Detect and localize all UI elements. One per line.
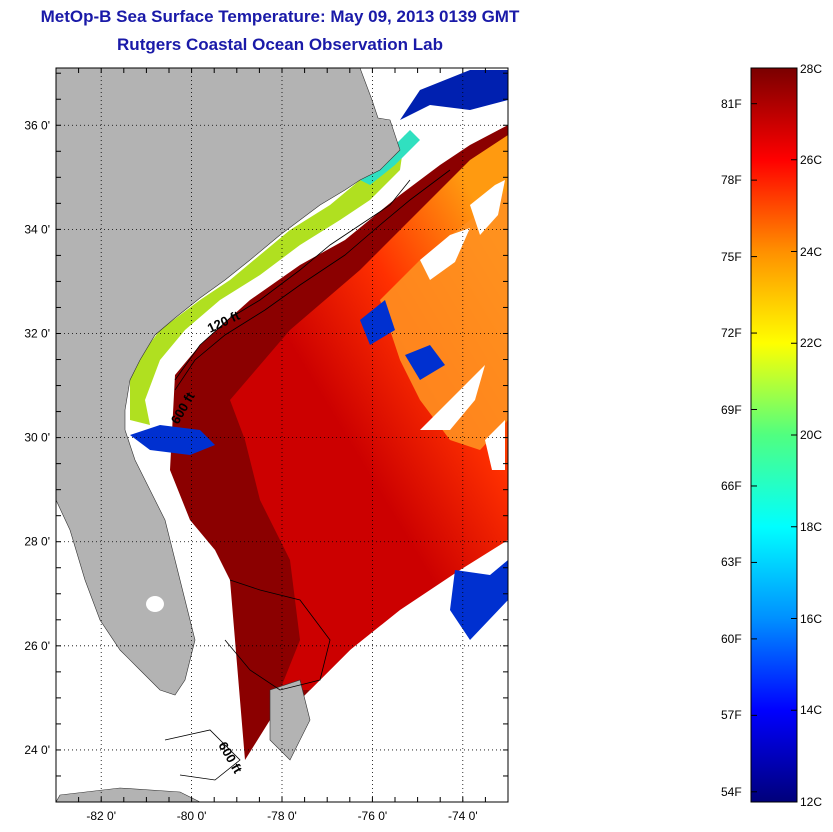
cloud-gap [485,420,505,470]
colorbar-celsius-label: 18C [800,519,823,534]
cloud-gap [420,228,470,280]
cold-water [400,70,508,120]
colorbar-celsius-label: 22C [800,336,823,351]
colorbar-celsius-label: 20C [800,428,823,442]
lat-tick-label: 32 0' [24,326,50,340]
land [269,679,311,761]
land [56,68,401,696]
colorbar-celsius-label: 14C [800,703,823,718]
land [56,787,201,802]
graticule [56,68,508,802]
colorbar-fahrenheit-label: 81F [721,96,742,111]
cloud-gap [240,540,508,802]
cold-water [130,425,215,455]
lat-tick-label: 26 0' [24,639,50,653]
lon-tick-label: -78 0' [267,809,297,823]
map-subtitle: Rutgers Coastal Ocean Observation Lab [117,35,443,54]
colorbar-fahrenheit-label: 69F [721,402,742,417]
lat-tick-label: 28 0' [24,535,50,549]
colorbar-celsius-label: 12C [800,795,823,809]
lat-tick-label: 30 0' [24,431,50,445]
lat-tick-label: 34 0' [24,222,50,236]
contour-120ft [174,179,411,381]
colorbar-fahrenheit-label: 54F [721,784,742,799]
contour-600ft-south2 [164,729,241,781]
lat-tick-label: 36 0' [24,118,50,132]
cloud-gap [470,180,505,235]
colorbar-celsius-label: 16C [800,611,823,626]
colorbar-fahrenheit-label: 60F [721,631,742,646]
map-area [56,68,508,802]
colorbar [750,67,798,803]
lat-tick-label: 24 0' [24,743,50,757]
colorbar-fahrenheit-label: 72F [721,326,742,341]
map-title: MetOp-B Sea Surface Temperature: May 09,… [40,7,520,26]
coastal-band [130,135,405,425]
colorbar-celsius-label: 24C [800,244,823,259]
colorbar-fahrenheit-label: 75F [721,249,742,264]
colorbar-ticks [751,67,797,803]
lon-tick-label: -82 0' [86,809,116,823]
colorbar-celsius-label: 28C [800,62,823,76]
lon-tick-label: -76 0' [358,809,388,823]
lon-tick-label: -80 0' [177,809,207,823]
cloud-gap [420,365,485,430]
longitude-ticks: -82 0' -80 0' -78 0' -76 0' -74 0' [55,68,509,823]
contour-600ft-south [224,579,331,691]
lake [146,596,164,612]
contour-600ft [174,169,451,391]
lon-tick-label: -74 0' [448,809,478,823]
colorbar-fahrenheit-label: 57F [721,708,742,723]
colorbar-celsius-label: 26C [800,152,823,167]
colorbar-fahrenheit-label: 63F [721,555,742,570]
cold-water [450,560,508,640]
colorbar-fahrenheit-label: 78F [721,173,742,188]
colorbar-fahrenheit-label: 66F [721,478,742,493]
latitude-ticks: 36 0' 34 0' 32 0' 30 0' 28 0' 26 0' 24 0' [24,72,508,803]
cold-water [405,345,445,380]
